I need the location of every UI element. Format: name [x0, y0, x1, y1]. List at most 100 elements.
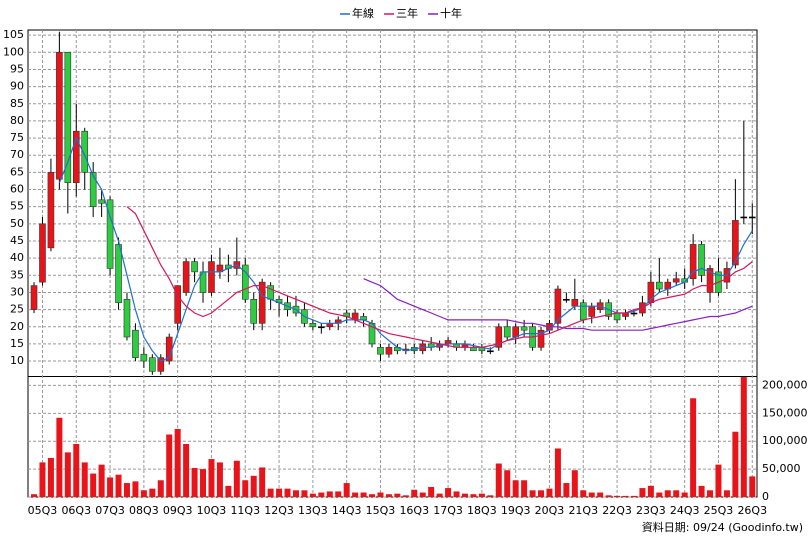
x-tick-label: 24Q3: [670, 504, 700, 517]
volume-bar: [571, 470, 578, 497]
candle-body: [157, 357, 165, 372]
y-tick-label: 15: [10, 337, 24, 350]
volume-bar: [554, 448, 561, 497]
y-tick-label: 55: [10, 200, 24, 213]
candle-body: [250, 299, 258, 324]
x-tick-label: 06Q3: [61, 504, 91, 517]
volume-bar: [31, 494, 38, 497]
candle-body: [520, 326, 528, 331]
legend-label: 年線: [352, 6, 374, 20]
volume-bar: [259, 467, 266, 497]
candle-body: [495, 326, 503, 348]
x-tick-label: 17Q3: [433, 504, 463, 517]
candle-body: [182, 261, 190, 293]
volume-bar: [250, 475, 257, 497]
volume-bar: [318, 492, 325, 497]
volume-bar: [377, 492, 384, 497]
volume-bar: [191, 467, 198, 497]
y-tick-label: 100: [3, 45, 24, 58]
candle-body: [132, 329, 139, 358]
candle-body: [503, 326, 511, 338]
volume-bar: [538, 490, 545, 497]
x-tick-label: 05Q3: [28, 504, 58, 517]
volume-bar: [749, 476, 756, 497]
candle-body: [748, 216, 756, 219]
candle-body: [613, 312, 621, 321]
y-tick-label: 90: [10, 80, 24, 93]
volume-bar: [715, 464, 722, 497]
volume-bar: [605, 495, 612, 497]
y2-tick-label: 50,000: [762, 462, 801, 475]
volume-bar: [73, 444, 80, 497]
candle-body: [706, 268, 714, 293]
x-tick-label: 23Q3: [636, 504, 666, 517]
candle-body: [512, 326, 519, 338]
y-tick-label: 70: [10, 148, 24, 161]
y-tick-label: 20: [10, 320, 24, 333]
volume-bar: [487, 495, 494, 497]
candle-body: [588, 305, 596, 317]
x-tick-label: 12Q3: [264, 504, 294, 517]
y-tick-label: 35: [10, 268, 24, 281]
volume-bar: [647, 485, 654, 497]
x-tick-label: 10Q3: [197, 504, 227, 517]
x-tick-label: 16Q3: [399, 504, 429, 517]
candle-body: [318, 326, 325, 329]
x-tick-label: 21Q3: [568, 504, 598, 517]
candle-body: [377, 347, 384, 355]
ma-line: [126, 206, 753, 348]
volume-bar: [208, 459, 215, 497]
volume-bar: [335, 491, 342, 497]
x-tick-label: 19Q3: [501, 504, 531, 517]
volume-bar: [225, 485, 232, 497]
volume-bar: [292, 490, 299, 497]
volume-bar: [563, 483, 570, 497]
volume-bar: [504, 470, 511, 497]
volume-bar: [369, 494, 376, 497]
candle-body: [174, 285, 181, 324]
volume-bar: [580, 490, 587, 497]
candle-body: [72, 130, 80, 183]
volume-bar: [639, 488, 646, 497]
y2-tick-label: 0: [762, 490, 769, 503]
y-tick-label: 10: [10, 354, 24, 367]
volume-bar: [656, 492, 663, 497]
volume-bar: [267, 488, 274, 497]
volume-bar: [495, 463, 502, 497]
volume-bar: [732, 431, 739, 497]
y-tick-label: 30: [10, 285, 24, 298]
volume-bar: [166, 434, 173, 497]
candle-body: [30, 285, 38, 310]
volume-bar: [546, 488, 553, 497]
y-tick-label: 75: [10, 131, 24, 144]
volume-bar: [149, 488, 156, 497]
legend-label: 三年: [396, 6, 418, 20]
volume-bar: [216, 462, 223, 497]
y-tick-label: 85: [10, 97, 24, 110]
volume-bar: [529, 490, 536, 497]
candle-body: [149, 357, 156, 372]
x-tick-label: 11Q3: [230, 504, 260, 517]
volume-bar: [707, 490, 714, 497]
y-tick-label: 80: [10, 114, 24, 127]
candle-body: [89, 172, 97, 207]
volume-bar: [352, 492, 359, 497]
volume-bar: [614, 495, 621, 497]
volume-bar: [309, 493, 316, 497]
y-tick-label: 25: [10, 303, 24, 316]
volume-bar: [394, 493, 401, 497]
volume-bar: [284, 488, 291, 497]
candle-body: [56, 51, 63, 180]
y-tick-label: 50: [10, 217, 24, 230]
y-tick-label: 60: [10, 183, 24, 196]
volume-bar: [39, 462, 46, 497]
candle-body: [698, 244, 705, 276]
candle-body: [689, 244, 697, 280]
candle-body: [537, 329, 545, 348]
volume-bar: [81, 462, 88, 497]
x-tick-label: 15Q3: [366, 504, 396, 517]
x-tick-label: 09Q3: [163, 504, 193, 517]
ma-line: [58, 136, 753, 362]
candle-body: [191, 261, 198, 273]
volume-bar: [521, 480, 528, 497]
